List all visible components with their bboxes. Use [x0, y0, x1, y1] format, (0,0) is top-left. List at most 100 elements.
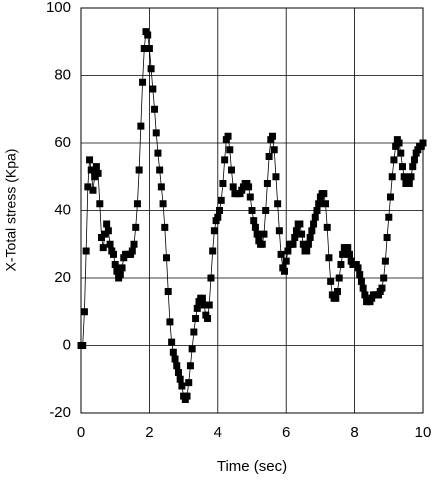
data-point — [111, 261, 119, 268]
data-point — [378, 284, 386, 292]
data-point — [168, 338, 176, 346]
data-point — [84, 183, 92, 191]
data-point — [133, 200, 141, 208]
data-point — [332, 294, 340, 302]
data-point — [174, 369, 182, 376]
data-point — [183, 392, 191, 400]
data-point — [320, 190, 328, 198]
data-point — [135, 166, 143, 174]
data-point — [280, 267, 288, 275]
data-point — [144, 31, 152, 39]
data-point — [139, 78, 147, 86]
data-point — [306, 234, 314, 241]
data-point — [359, 284, 367, 292]
y-tick-label: 100 — [46, 0, 71, 16]
data-point — [186, 362, 194, 370]
data-point — [313, 207, 321, 214]
data-point — [147, 65, 155, 73]
x-tick-label: 10 — [415, 424, 432, 441]
data-point — [356, 271, 364, 279]
data-point — [171, 355, 179, 363]
data-point — [292, 227, 300, 235]
y-tick-label: 0 — [63, 336, 71, 353]
data-point — [246, 193, 254, 201]
data-point — [298, 230, 306, 238]
data-point — [248, 207, 256, 214]
data-point — [154, 149, 162, 157]
data-point — [335, 274, 343, 282]
data-point — [151, 105, 159, 113]
data-point — [87, 166, 95, 174]
data-point — [400, 173, 408, 181]
data-point — [334, 288, 341, 295]
data-point — [163, 254, 170, 262]
data-point — [159, 200, 167, 208]
data-point — [200, 301, 208, 309]
data-point — [109, 250, 117, 258]
data-point — [277, 250, 285, 258]
data-point — [262, 207, 270, 214]
x-tick-label: 8 — [350, 424, 358, 441]
data-point — [323, 223, 331, 231]
data-point — [385, 213, 393, 221]
data-point — [219, 180, 227, 187]
data-point — [79, 342, 87, 349]
data-point — [311, 213, 319, 221]
data-point — [94, 169, 102, 177]
x-tick-label: 4 — [214, 424, 222, 441]
data-point — [299, 240, 307, 248]
data-point — [274, 200, 282, 208]
data-point — [397, 149, 405, 157]
data-point — [176, 375, 184, 383]
data-point — [137, 122, 145, 130]
data-point — [204, 315, 212, 322]
data-point — [132, 223, 140, 231]
data-point — [106, 240, 114, 248]
data-point — [291, 234, 299, 241]
data-point — [164, 288, 172, 295]
data-point — [253, 230, 261, 238]
data-point — [173, 362, 181, 370]
data-point — [221, 156, 229, 164]
data-point — [96, 200, 104, 208]
data-point — [245, 183, 253, 191]
data-point — [156, 166, 164, 174]
data-point — [304, 240, 312, 248]
data-point — [383, 234, 391, 241]
data-point — [275, 227, 283, 235]
data-point — [282, 257, 290, 265]
data-point — [116, 271, 124, 279]
data-point — [337, 261, 345, 268]
y-tick-label: -20 — [49, 404, 71, 421]
data-point — [251, 223, 259, 231]
data-point — [207, 274, 215, 282]
data-point — [161, 223, 169, 231]
x-tick-label: 2 — [145, 424, 153, 441]
data-point — [209, 247, 217, 255]
data-point — [308, 227, 316, 235]
data-point — [205, 301, 213, 309]
data-point — [344, 244, 352, 252]
data-point — [361, 291, 369, 299]
data-point — [284, 247, 292, 255]
data-point — [387, 193, 395, 201]
data-point — [270, 146, 278, 154]
data-point — [322, 200, 330, 208]
data-point — [315, 200, 323, 208]
data-point — [99, 244, 107, 252]
data-point — [217, 196, 225, 204]
data-point — [224, 132, 232, 140]
data-point — [103, 220, 111, 228]
data-point — [407, 173, 415, 181]
y-tick-label: 20 — [54, 269, 71, 286]
data-point — [409, 163, 417, 171]
data-point — [157, 183, 165, 191]
data-point — [289, 240, 297, 248]
y-tick-label: 80 — [54, 66, 71, 83]
data-point — [296, 220, 304, 228]
plot-frame — [80, 7, 424, 414]
data-point — [265, 153, 273, 160]
data-point — [130, 240, 138, 248]
data-point — [258, 240, 266, 248]
data-point — [269, 132, 277, 140]
